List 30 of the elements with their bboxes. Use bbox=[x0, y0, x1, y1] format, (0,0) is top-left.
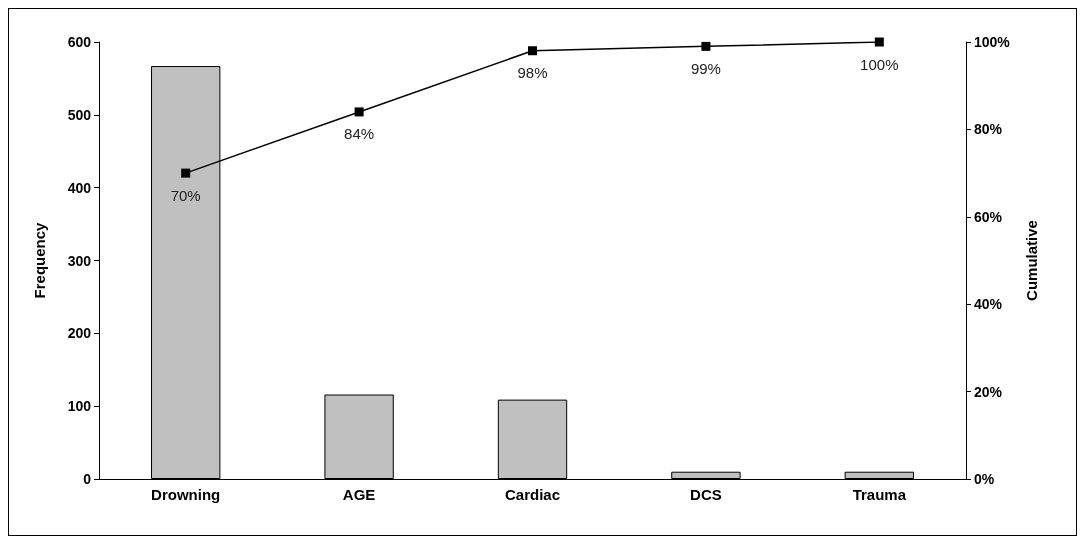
point bbox=[181, 168, 191, 178]
x-tick-label: Drowning bbox=[151, 486, 221, 503]
y-tick-label: 100 bbox=[67, 398, 92, 415]
point bbox=[701, 41, 711, 51]
y2-tick-label: 80% bbox=[974, 121, 1003, 138]
data-label: 70% bbox=[170, 186, 201, 204]
point bbox=[528, 46, 537, 56]
y-tick-label: 200 bbox=[67, 325, 92, 342]
point bbox=[874, 37, 884, 47]
y-tick-label: 0 bbox=[83, 471, 92, 487]
y2-tick-label: 20% bbox=[974, 383, 1003, 400]
data-label: 99% bbox=[690, 59, 721, 77]
data-label: 84% bbox=[344, 125, 375, 143]
x-tick-label: Cardiac bbox=[504, 486, 561, 503]
y-axis-title: Frequency bbox=[31, 221, 48, 299]
x-tick-label: DCS bbox=[690, 486, 722, 503]
y2-tick-label: 40% bbox=[974, 296, 1003, 313]
y-tick-label: 400 bbox=[67, 179, 92, 196]
data-label: 98% bbox=[517, 64, 548, 82]
point bbox=[354, 107, 364, 117]
data-label: 100% bbox=[860, 55, 899, 73]
y-tick-label: 300 bbox=[67, 252, 92, 269]
y-tick-label: 600 bbox=[67, 34, 92, 50]
x-tick-label: AGE bbox=[342, 486, 376, 503]
y2-tick-label: 100% bbox=[974, 34, 1011, 50]
y2-tick-label: 0% bbox=[974, 471, 995, 487]
y-tick-label: 500 bbox=[67, 106, 92, 123]
y2-axis-title: Cumulative bbox=[1023, 220, 1040, 301]
x-tick-label: Trauma bbox=[852, 486, 907, 503]
y2-tick-label: 60% bbox=[974, 208, 1003, 225]
